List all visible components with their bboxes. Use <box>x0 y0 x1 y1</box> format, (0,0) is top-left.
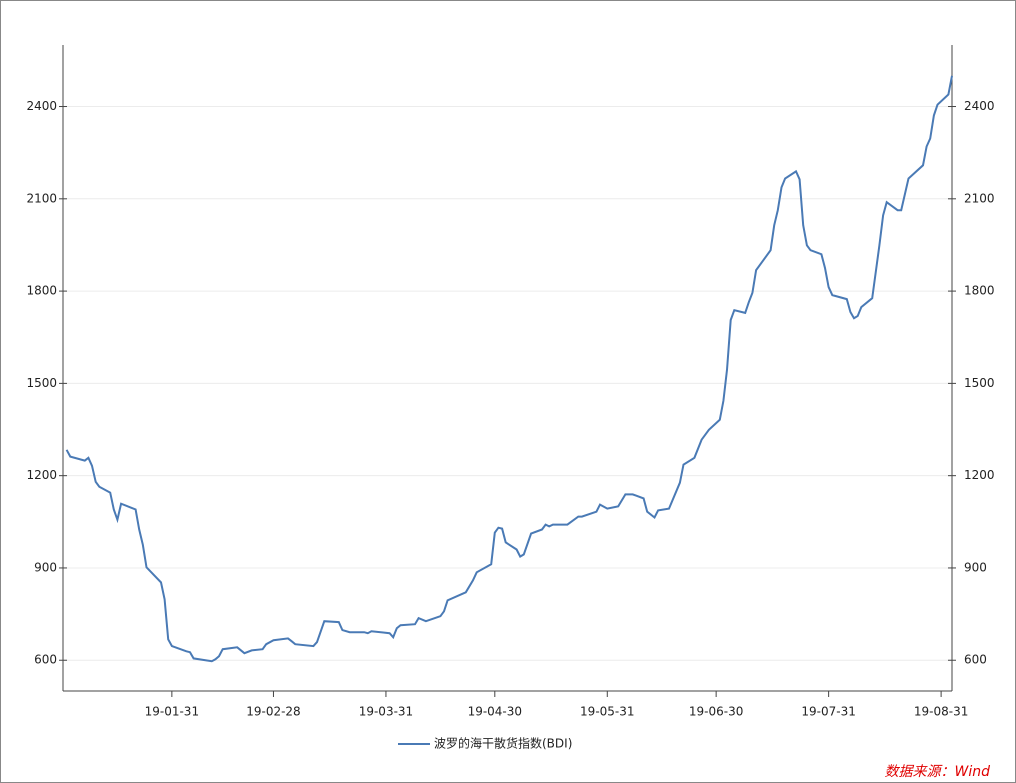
y-tick-label: 1200 <box>26 468 57 482</box>
y2-tick-label: 1800 <box>964 284 995 298</box>
y-tick-label: 900 <box>34 560 57 574</box>
y-tick-label: 600 <box>34 653 57 667</box>
x-tick-label: 19-04-30 <box>468 705 522 719</box>
legend-label: 波罗的海干散货指数(BDI) <box>434 736 572 751</box>
x-tick-label: 19-05-31 <box>580 705 634 719</box>
y-tick-label: 1800 <box>26 284 57 298</box>
y2-tick-label: 1500 <box>964 376 995 390</box>
y2-tick-label: 600 <box>964 653 987 667</box>
x-tick-label: 19-01-31 <box>145 705 199 719</box>
x-tick-label: 19-02-28 <box>246 705 300 719</box>
y2-tick-label: 900 <box>964 560 987 574</box>
source-note: 数据来源：Wind <box>885 764 991 780</box>
x-tick-label: 19-03-31 <box>359 705 413 719</box>
y2-tick-label: 2400 <box>964 99 995 113</box>
y2-tick-label: 1200 <box>964 468 995 482</box>
x-tick-label: 19-06-30 <box>689 705 743 719</box>
y-tick-label: 1500 <box>26 376 57 390</box>
y-tick-label: 2400 <box>26 99 57 113</box>
x-tick-label: 19-08-31 <box>914 705 968 719</box>
line <box>65 75 953 663</box>
x-tick-label: 19-07-31 <box>801 705 855 719</box>
y2-tick-label: 2100 <box>964 191 995 205</box>
y-tick-label: 2100 <box>26 191 57 205</box>
